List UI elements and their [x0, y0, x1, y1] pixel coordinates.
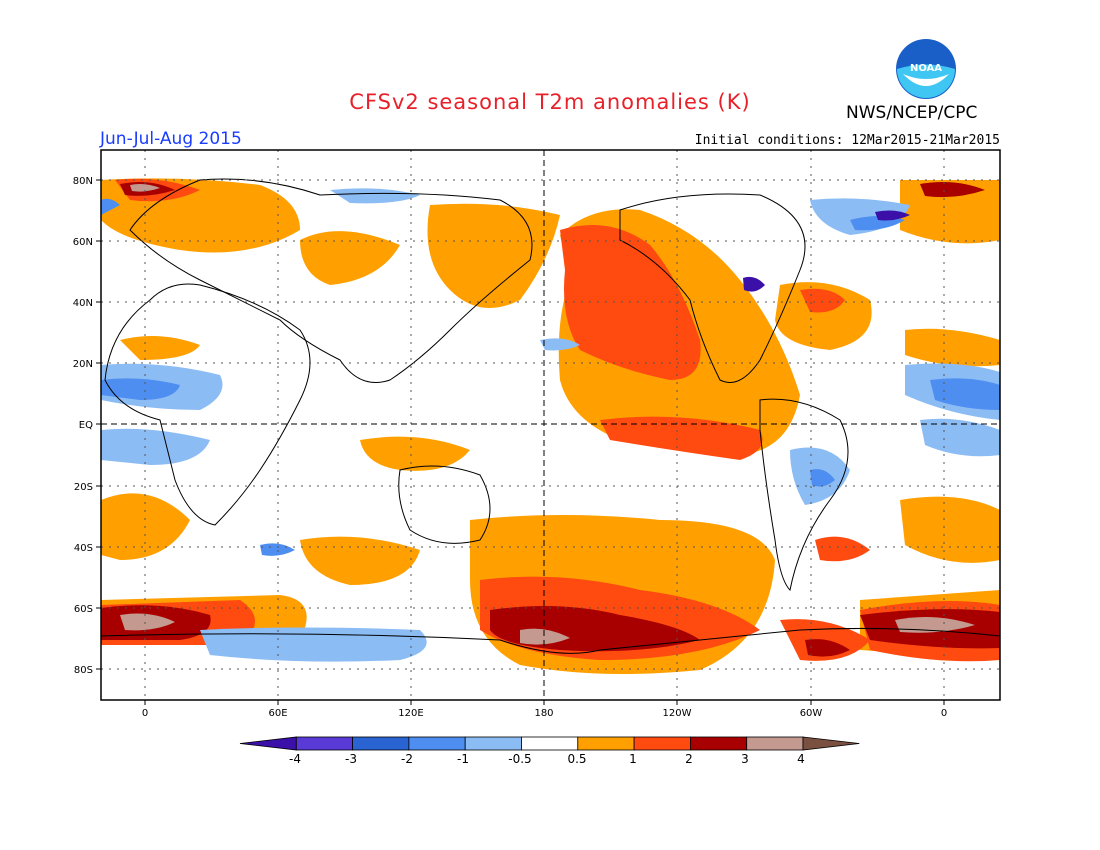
colorbar-swatch — [464, 736, 522, 751]
colorbar-label: 4 — [797, 752, 805, 766]
colorbar-label: -1 — [457, 752, 469, 766]
logo-text: NOAA — [910, 63, 942, 74]
lat-label: 80S — [74, 665, 93, 676]
map-frame — [100, 149, 1001, 701]
colorbar-swatch — [577, 736, 635, 751]
colorbar-swatch — [746, 736, 804, 751]
lat-label: 60N — [73, 237, 93, 248]
lat-label: 20S — [74, 482, 93, 493]
colorbar-label: 2 — [685, 752, 693, 766]
colorbar-swatch — [295, 736, 353, 751]
colorbar-arrow-high — [802, 736, 860, 751]
colorbar-label: 0.5 — [567, 752, 586, 766]
map-title: CFSv2 seasonal T2m anomalies (K) — [349, 90, 751, 114]
lat-label: 40S — [74, 543, 93, 554]
lon-label: 0 — [941, 708, 947, 719]
colorbar-label: -3 — [345, 752, 357, 766]
lat-label: 60S — [74, 604, 93, 615]
lon-label: 120E — [398, 708, 423, 719]
colorbar-swatch — [352, 736, 410, 751]
lon-label: 0 — [142, 708, 148, 719]
noaa-logo: NOAA — [896, 39, 956, 99]
season-label: Jun-Jul-Aug 2015 — [100, 129, 242, 149]
agency-label: NWS/NCEP/CPC — [846, 103, 978, 123]
colorbar-swatch — [408, 736, 466, 751]
colorbar-label: 3 — [741, 752, 749, 766]
grid-lines — [101, 150, 1000, 700]
axis-ticks — [96, 179, 945, 705]
colorbar-swatch — [521, 736, 579, 751]
lat-label: 40N — [73, 298, 93, 309]
colorbar-swatch — [690, 736, 748, 751]
colorbar-label: 1 — [629, 752, 637, 766]
colorbar-swatch — [633, 736, 691, 751]
colorbar-arrow-low — [239, 736, 297, 751]
continent-outlines — [101, 178, 1000, 654]
lon-label: 60W — [800, 708, 823, 719]
initial-conditions-label: Initial conditions: 12Mar2015-21Mar2015 — [694, 133, 1000, 148]
lon-label: 60E — [268, 708, 287, 719]
equator-dateline — [101, 150, 1000, 700]
lon-label: 120W — [663, 708, 692, 719]
lat-label: 20N — [73, 359, 93, 370]
lat-label: 80N — [73, 176, 93, 187]
colorbar-label: -2 — [401, 752, 413, 766]
lat-label: EQ — [79, 420, 93, 431]
lon-label: 180 — [534, 708, 553, 719]
colorbar-label: -4 — [289, 752, 301, 766]
colorbar-label: -0.5 — [508, 752, 531, 766]
